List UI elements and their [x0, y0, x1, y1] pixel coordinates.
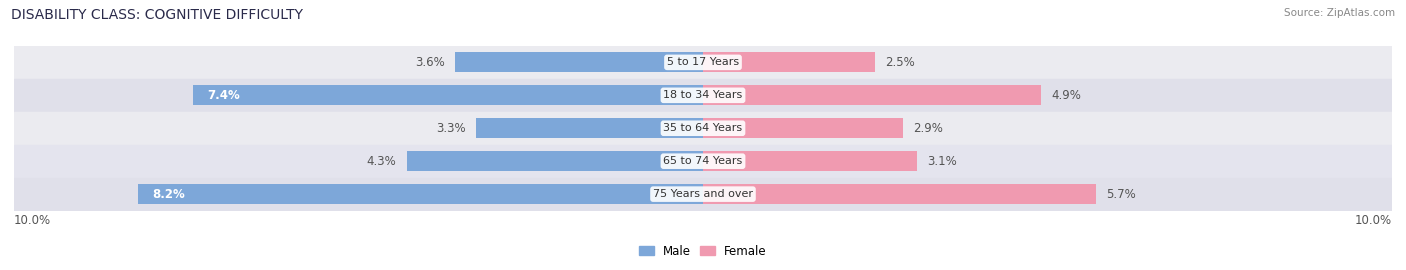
Bar	[456, 52, 703, 72]
Bar	[193, 85, 703, 105]
Bar	[138, 184, 703, 204]
Text: 2.9%: 2.9%	[912, 122, 943, 135]
Legend: Male, Female: Male, Female	[634, 240, 772, 262]
Text: 4.3%: 4.3%	[367, 155, 396, 168]
Bar	[14, 79, 1392, 112]
Text: 3.1%: 3.1%	[927, 155, 956, 168]
Text: 75 Years and over: 75 Years and over	[652, 189, 754, 199]
Bar	[14, 145, 1392, 178]
Text: 10.0%: 10.0%	[1355, 214, 1392, 227]
Bar	[703, 151, 917, 171]
Bar	[703, 52, 875, 72]
Text: 7.4%: 7.4%	[207, 89, 239, 102]
Bar	[406, 151, 703, 171]
Text: 5 to 17 Years: 5 to 17 Years	[666, 57, 740, 68]
Bar	[14, 46, 1392, 79]
Text: Source: ZipAtlas.com: Source: ZipAtlas.com	[1284, 8, 1395, 18]
Text: 3.6%: 3.6%	[415, 56, 444, 69]
Text: 35 to 64 Years: 35 to 64 Years	[664, 123, 742, 133]
Text: DISABILITY CLASS: COGNITIVE DIFFICULTY: DISABILITY CLASS: COGNITIVE DIFFICULTY	[11, 8, 304, 22]
Text: 10.0%: 10.0%	[14, 214, 51, 227]
Text: 3.3%: 3.3%	[436, 122, 465, 135]
Bar	[703, 184, 1095, 204]
Text: 2.5%: 2.5%	[886, 56, 915, 69]
Text: 65 to 74 Years: 65 to 74 Years	[664, 156, 742, 166]
Text: 18 to 34 Years: 18 to 34 Years	[664, 90, 742, 100]
Bar	[703, 118, 903, 138]
Bar	[703, 85, 1040, 105]
Text: 4.9%: 4.9%	[1050, 89, 1081, 102]
Text: 8.2%: 8.2%	[152, 188, 184, 201]
Bar	[475, 118, 703, 138]
Bar	[14, 112, 1392, 145]
Bar	[14, 178, 1392, 211]
Text: 5.7%: 5.7%	[1107, 188, 1136, 201]
